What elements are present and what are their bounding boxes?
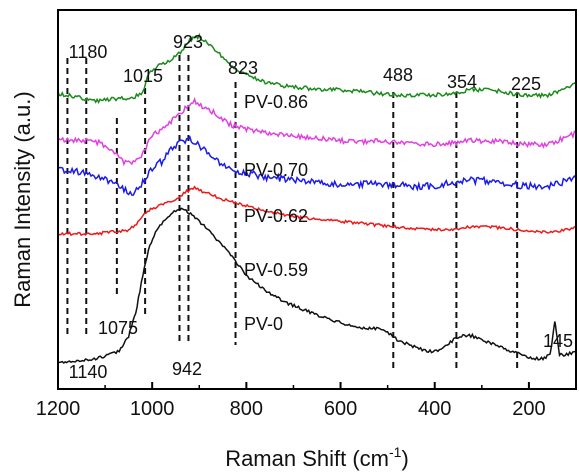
x-axis-title-end: ) (401, 446, 408, 471)
x-axis-title: Raman Shift (cm-1) (225, 444, 409, 471)
series-label: PV-0.59 (244, 260, 308, 280)
peak-label: 923 (173, 32, 203, 52)
peak-label: 823 (228, 58, 258, 78)
peak-label: 225 (511, 74, 541, 94)
x-axis-title-sup: -1 (389, 444, 402, 460)
y-axis-title: Raman Intensity (a.u.) (10, 91, 35, 307)
series-label: PV-0.86 (244, 92, 308, 112)
series-line (57, 32, 577, 104)
x-tick-label: 1200 (36, 398, 81, 420)
series-lines (57, 32, 577, 364)
x-tick-label: 200 (512, 398, 545, 420)
series-line (57, 207, 577, 364)
peak-label: 942 (172, 359, 202, 379)
series-label: PV-0.62 (244, 206, 308, 226)
x-axis-title-main: Raman Shift (cm (225, 446, 389, 471)
x-tick-label: 400 (418, 398, 451, 420)
reference-lines (66, 55, 519, 372)
peak-label: 1015 (123, 66, 163, 86)
peak-labels: 1180 1140 1075 1015 942 923 823 488 354 225 145 (69, 32, 573, 382)
peak-label: 1075 (98, 318, 138, 338)
series-label: PV-0.70 (244, 160, 308, 180)
x-tick-label: 1000 (130, 398, 175, 420)
peak-label: 145 (543, 331, 573, 351)
x-tick-label: 800 (230, 398, 263, 420)
series-label: PV-0 (244, 314, 283, 334)
series-labels: PV-0.86 PV-0.70 PV-0.62 PV-0.59 PV-0 (244, 92, 308, 334)
peak-label: 488 (383, 65, 413, 85)
x-tick-label: 600 (324, 398, 357, 420)
series-line (57, 97, 577, 167)
peak-label: 1180 (69, 42, 108, 62)
plot-frame (57, 9, 577, 390)
peak-label: 1140 (69, 362, 108, 382)
series-line (57, 185, 577, 237)
x-axis-ticks: 1200 1000 800 600 400 200 (36, 382, 577, 420)
series-line (57, 135, 577, 196)
peak-label: 354 (447, 72, 477, 92)
